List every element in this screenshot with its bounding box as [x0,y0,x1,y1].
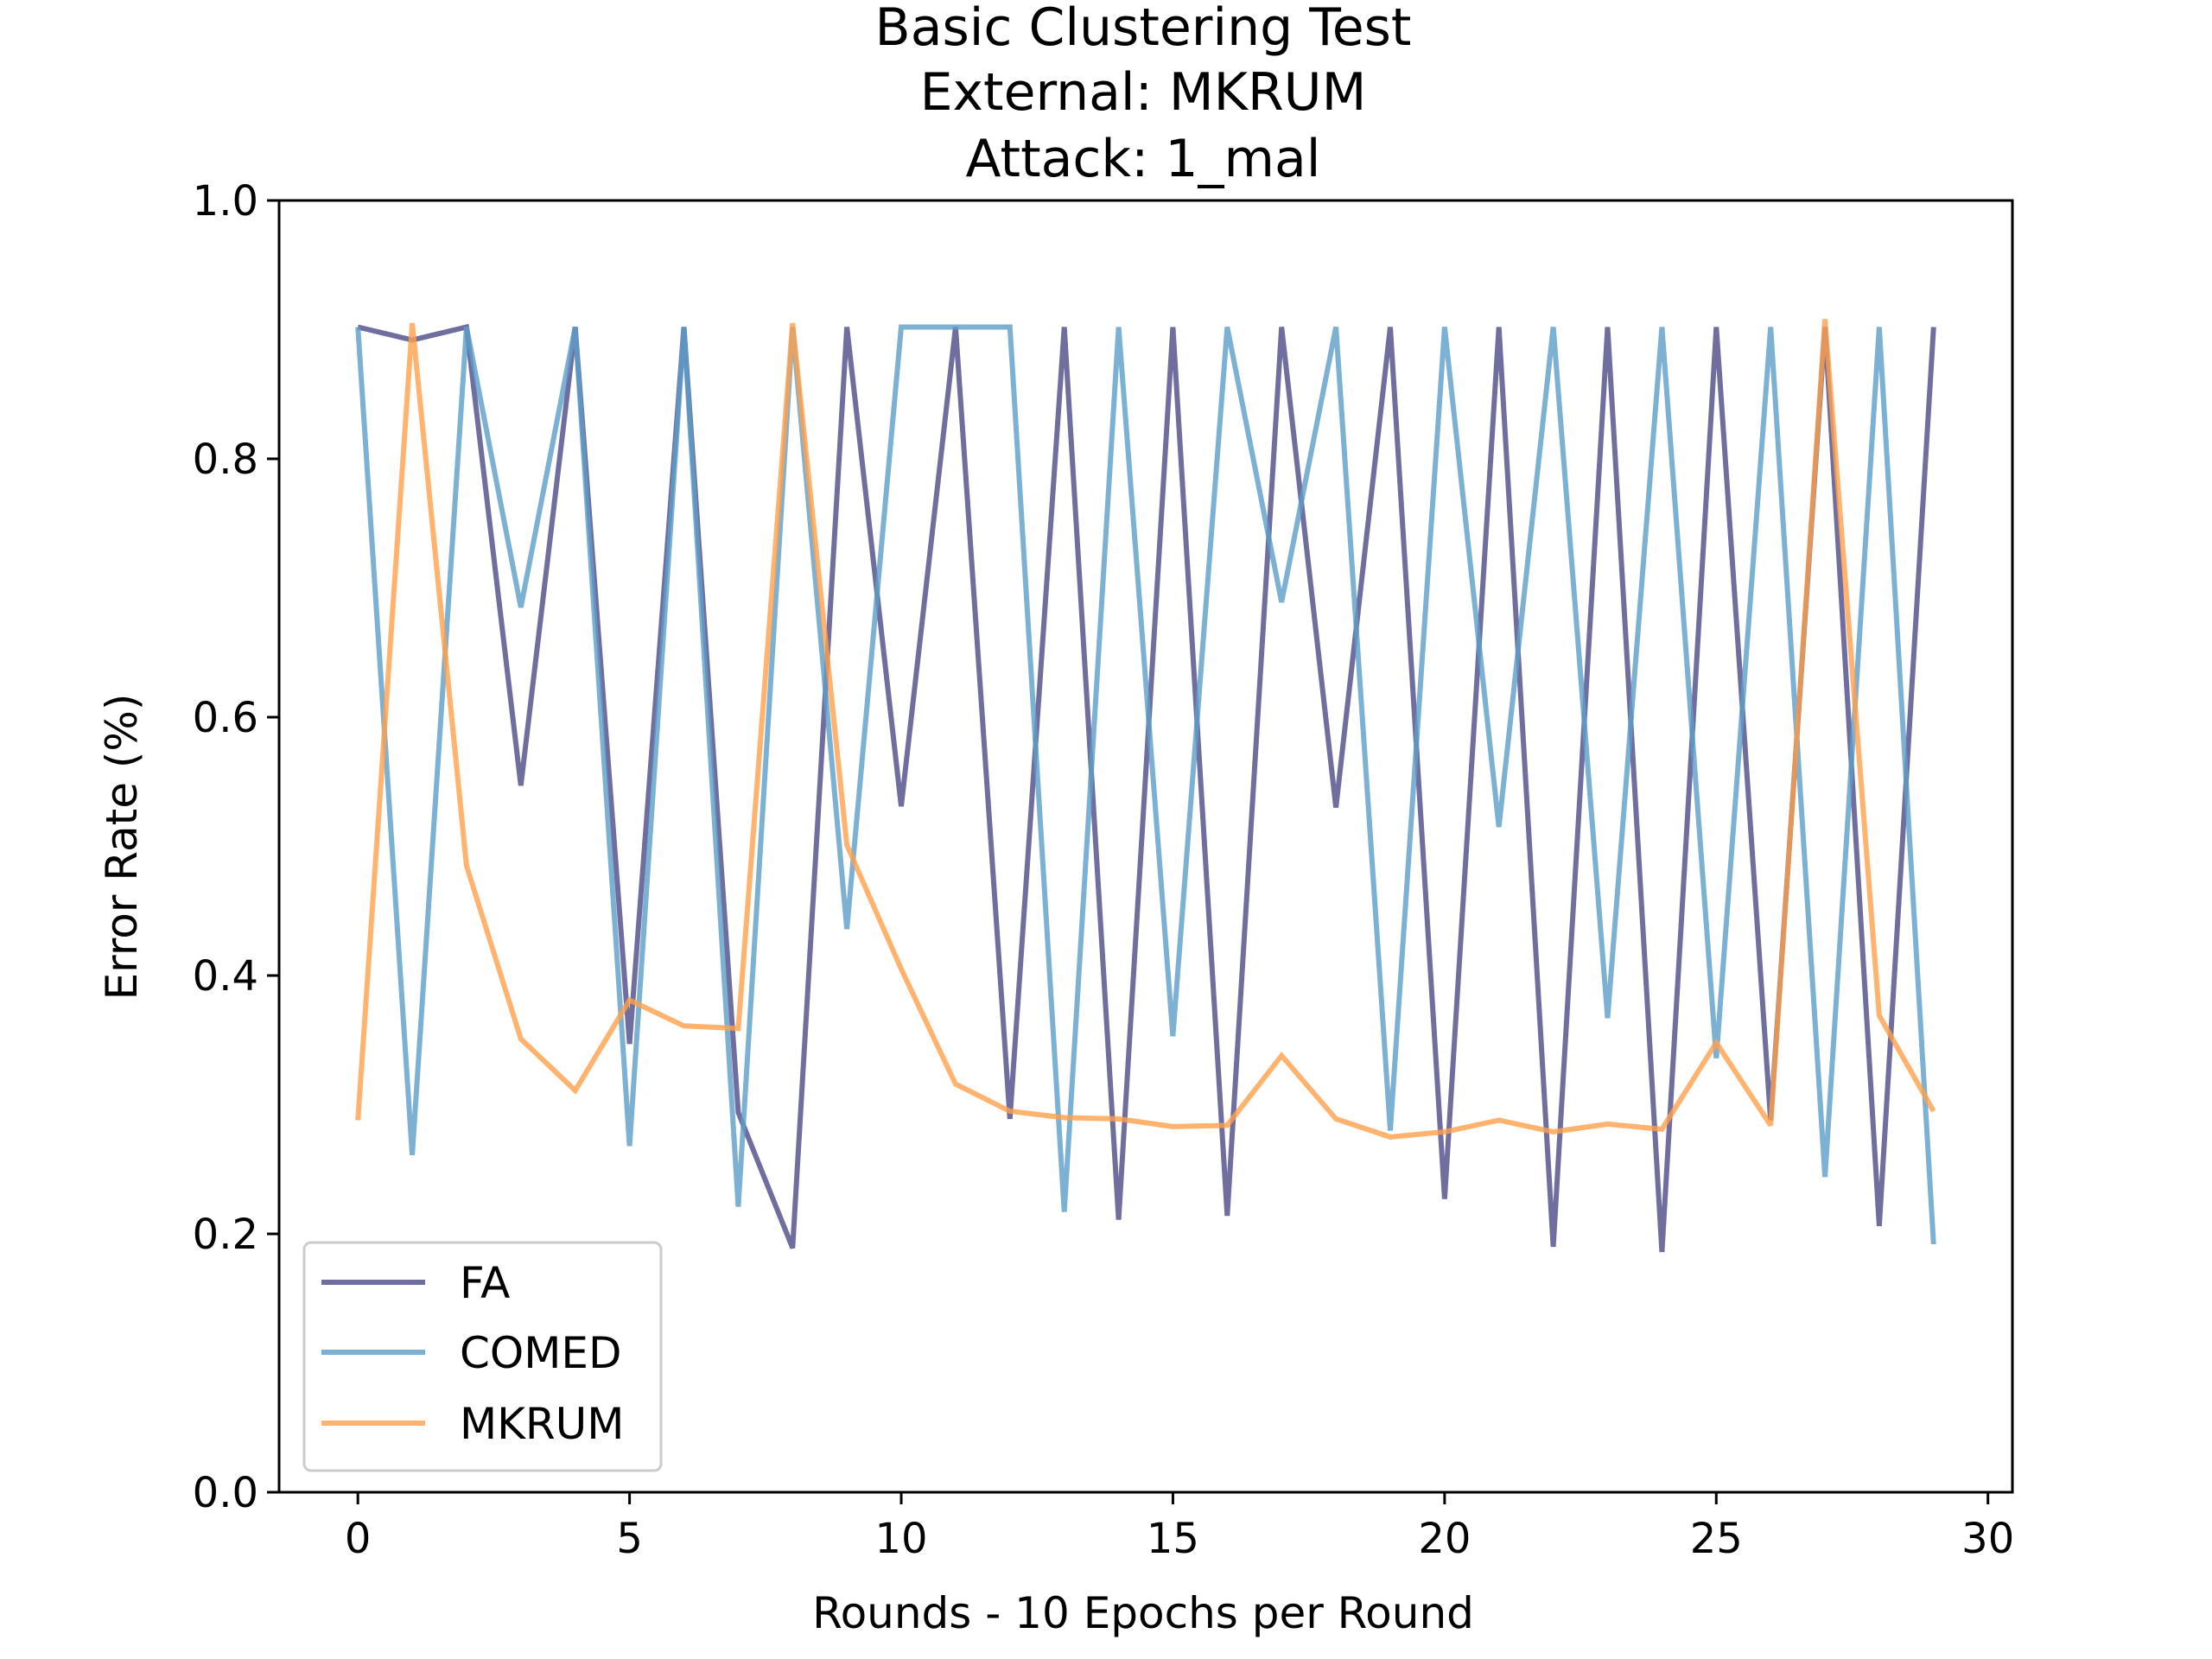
x-tick-label-20: 20 [1418,1515,1471,1563]
y-tick-label-0-8: 0.8 [193,435,258,484]
legend-label-mkrum: MKRUM [460,1399,624,1449]
legend-label-fa: FA [460,1258,510,1308]
title-line-2: External: MKRUM [920,62,1367,123]
y-tick-label-0-0: 0.0 [193,1469,258,1517]
plot-lines [355,319,1936,1253]
legend-box [302,1241,663,1472]
x-axis-label: Rounds - 10 Epochs per Round [812,1588,1474,1638]
x-axis: 0 5 10 15 20 25 30 [345,1492,2014,1563]
title-line-1: Basic Clustering Test [875,0,1412,58]
x-tick-label-0: 0 [345,1515,372,1563]
x-tick-label-15: 15 [1147,1515,1199,1563]
chart-title: Basic Clustering Test External: MKRUM At… [875,0,1412,189]
title-line-3: Attack: 1_mal [966,129,1321,189]
y-axis: 0.0 0.2 0.4 0.6 0.8 1.0 [193,177,279,1517]
x-tick-label-30: 30 [1961,1515,2014,1563]
legend: FA COMED MKRUM [302,1241,663,1472]
y-axis-label: Error Rate (%) [97,694,147,1001]
x-tick-label-10: 10 [874,1515,927,1563]
y-tick-label-0-4: 0.4 [193,952,258,1001]
series-line-fa [357,323,1936,1253]
plot-frame [277,199,2014,1494]
x-tick-label-25: 25 [1690,1515,1743,1563]
series-line-comed [355,324,1936,1245]
series-line-mkrum [355,319,1936,1140]
legend-label-comed: COMED [460,1328,622,1378]
y-tick-label-1-0: 1.0 [193,177,258,226]
y-tick-label-0-6: 0.6 [193,694,258,742]
x-tick-label-5: 5 [616,1515,643,1563]
y-tick-label-0-2: 0.2 [193,1211,258,1259]
